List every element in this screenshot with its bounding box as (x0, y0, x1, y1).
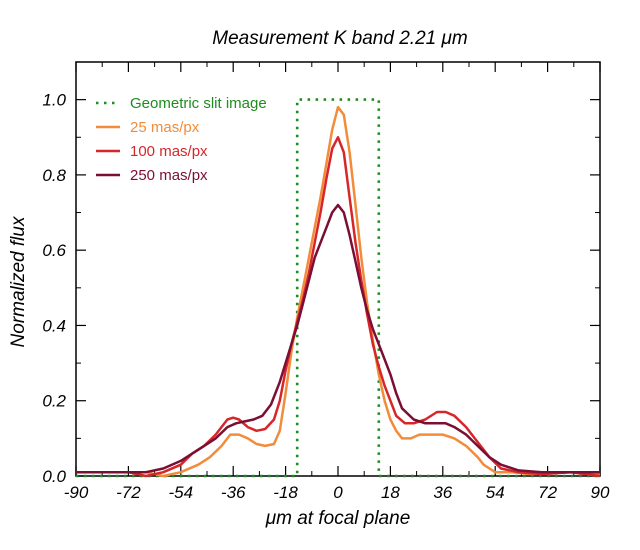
x-tick-label: 90 (591, 483, 610, 502)
y-tick-label: 0.2 (42, 392, 66, 411)
series-line-1 (76, 105, 601, 478)
series-lines (76, 98, 601, 478)
x-tick-label: -18 (273, 483, 298, 502)
legend: Geometric slit image 25 mas/px 100 mas/px 2… (96, 95, 267, 184)
series-line-2 (76, 136, 601, 478)
y-tick-label: 0.8 (42, 166, 66, 185)
x-tick-label: -54 (169, 483, 194, 502)
series-line-3 (76, 203, 600, 474)
axis-ticks: -90 -72 -54 -36 -18 0 18 36 54 72 90 0.0 0.2 0.4 0.6 0.… (42, 62, 610, 502)
y-tick-label: 1.0 (42, 91, 66, 110)
y-tick-label: 0.4 (42, 316, 66, 335)
y-axis-label: Normalized flux (8, 215, 29, 347)
chart-title: Measurement K band 2.21 μm (212, 28, 467, 49)
x-axis-label: μm at focal plane (265, 508, 411, 529)
legend-label: 250 mas/px (130, 167, 208, 184)
y-tick-label: 0.0 (42, 467, 66, 486)
x-tick-label: -36 (221, 483, 246, 502)
legend-label: Geometric slit image (130, 95, 267, 112)
x-tick-label: 0 (333, 483, 343, 502)
x-tick-label: -90 (64, 483, 89, 502)
x-tick-label: 36 (433, 483, 452, 502)
legend-label: 25 mas/px (130, 119, 200, 136)
legend-label: 100 mas/px (130, 143, 208, 160)
x-tick-label: 18 (381, 483, 400, 502)
y-tick-label: 0.6 (42, 241, 66, 260)
x-tick-label: 54 (486, 483, 505, 502)
series-line-0 (76, 98, 600, 478)
x-tick-label: -72 (116, 483, 141, 502)
x-tick-label: 72 (538, 483, 557, 502)
